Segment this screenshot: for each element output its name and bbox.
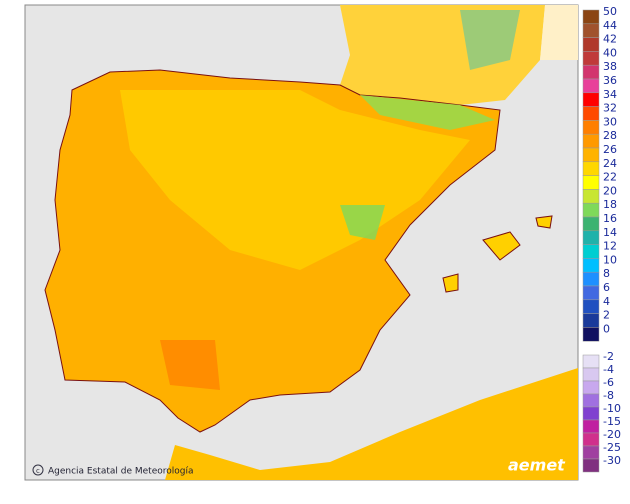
iberian-system (340, 205, 385, 240)
legend-swatch (582, 313, 600, 328)
credit: Agencia Estatal de Meteorología (48, 467, 194, 477)
legend-label: 44 (603, 19, 617, 32)
legend-label: 6 (603, 281, 610, 294)
legend-label: -20 (603, 428, 621, 441)
legend-swatch (582, 258, 600, 273)
legend-label: 0 (603, 322, 610, 335)
logo: aemet (508, 456, 566, 475)
legend-swatch (582, 106, 600, 121)
legend-label: 28 (603, 129, 617, 142)
legend-swatch (582, 120, 600, 135)
legend-swatch (582, 51, 600, 66)
legend-swatch (582, 189, 600, 204)
legend-label: -10 (603, 402, 621, 415)
legend-label: 50 (603, 5, 617, 18)
legend-swatch (582, 133, 600, 149)
menorca (535, 215, 553, 229)
legend-label: 10 (603, 253, 617, 266)
legend-label: 40 (603, 46, 617, 59)
legend-label: 26 (603, 143, 617, 156)
hot-zone (160, 340, 220, 390)
legend-swatch (582, 78, 600, 94)
legend-swatch (582, 37, 600, 52)
legend-label: -8 (603, 389, 614, 402)
legend-swatch (582, 64, 600, 80)
legend-swatch (582, 175, 600, 190)
legend-label: 16 (603, 212, 617, 225)
legend-label: 4 (603, 295, 610, 308)
legend-swatch (582, 406, 600, 421)
legend-swatch (582, 271, 600, 287)
legend-swatch (582, 445, 600, 460)
copyright-icon (32, 464, 44, 476)
legend-label: 22 (603, 171, 617, 184)
legend-label: 36 (603, 74, 617, 87)
legend-swatch (582, 432, 600, 447)
land-edge (540, 5, 578, 60)
legend-label: -4 (603, 363, 614, 376)
legend-swatch (582, 380, 600, 395)
legend-swatch (582, 23, 600, 38)
legend-swatch (582, 9, 600, 25)
legend-swatch (582, 230, 600, 245)
legend-label: 18 (603, 198, 617, 211)
legend-swatch (582, 244, 600, 259)
legend-swatch (582, 285, 600, 301)
legend-label: -30 (603, 454, 621, 467)
copyright-mark: c (36, 467, 40, 475)
legend-swatch (582, 92, 600, 107)
legend-swatch (582, 161, 600, 176)
alps (460, 10, 520, 70)
legend: 5044424038363432302826242220181614121086… (582, 5, 621, 473)
legend-swatch (582, 202, 600, 218)
legend-label: -6 (603, 376, 614, 389)
legend-swatch (582, 367, 600, 382)
legend-label: 20 (603, 184, 617, 197)
mallorca (482, 231, 521, 261)
legend-label: 8 (603, 267, 610, 280)
legend-label: -15 (603, 415, 621, 428)
legend-label: 30 (603, 115, 617, 128)
pyrenees (360, 95, 495, 130)
legend-swatch (582, 147, 600, 163)
legend-label: 14 (603, 226, 617, 239)
ibiza (442, 273, 459, 293)
africa (165, 368, 578, 480)
legend-label: 12 (603, 240, 617, 253)
legend-label: 32 (603, 102, 617, 115)
legend-label: 2 (603, 309, 610, 322)
legend-swatch (582, 458, 600, 473)
legend-label: -25 (603, 441, 621, 454)
legend-swatch (582, 419, 600, 434)
legend-label: 42 (603, 33, 617, 46)
legend-swatch (582, 216, 600, 232)
legend-label: 24 (603, 157, 617, 170)
legend-swatch (582, 299, 600, 314)
legend-swatch (582, 393, 600, 408)
legend-swatch (582, 327, 600, 342)
warm-zone (120, 90, 470, 270)
legend-swatch (582, 354, 600, 369)
legend-label: 34 (603, 88, 617, 101)
legend-label: 38 (603, 60, 617, 73)
legend-label: -2 (603, 350, 614, 363)
